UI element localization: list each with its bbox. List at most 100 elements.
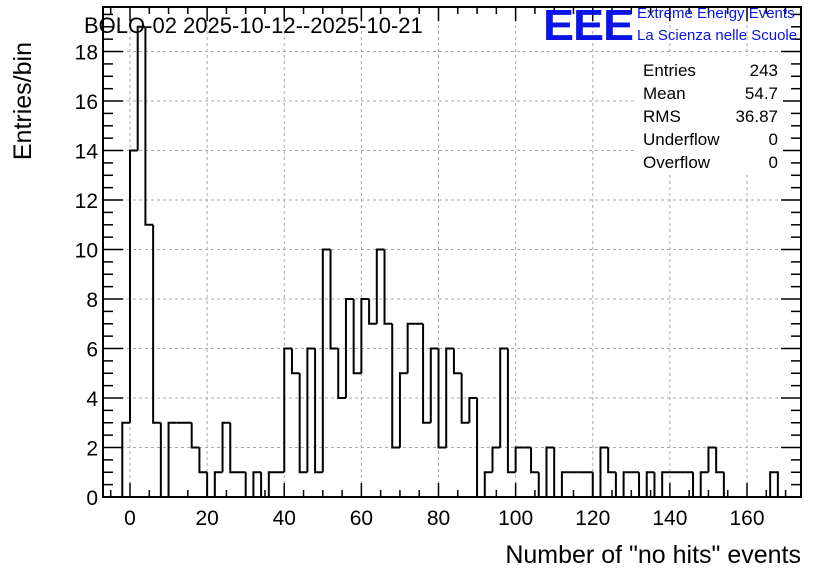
histogram-bin <box>306 347 316 473</box>
histogram-bin <box>591 472 601 498</box>
histogram-bin <box>653 472 663 498</box>
histogram-bin <box>375 248 385 324</box>
histogram-bin <box>491 446 501 473</box>
stats-overflow-label: Overflow <box>643 153 711 172</box>
histogram-bin <box>152 224 161 424</box>
histogram-bin <box>553 447 562 498</box>
stats-overflow-value: 0 <box>769 153 778 172</box>
stats-entries-value: 243 <box>750 61 778 80</box>
histogram-bin <box>190 422 200 449</box>
histogram-bin <box>622 471 632 497</box>
histogram-bin <box>530 447 539 474</box>
histogram-bin <box>206 472 215 498</box>
eee-logo-line1: Extreme Energy Events <box>637 5 795 22</box>
histogram-bin <box>638 472 647 498</box>
histogram-bin <box>506 348 516 474</box>
x-tick-label: 60 <box>350 507 373 530</box>
histogram-bin <box>159 422 169 498</box>
y-tick-label: 4 <box>86 388 98 411</box>
grid-lines <box>103 7 801 497</box>
x-axis-title: Number of "no hits" events <box>505 541 801 569</box>
histogram-bin <box>545 446 555 497</box>
histogram-bin <box>229 422 238 474</box>
histogram-bin <box>298 373 308 474</box>
y-axis-title: Entries/bin <box>9 42 37 160</box>
histogram-bin <box>136 25 146 151</box>
histogram-bin <box>252 471 262 497</box>
histogram-bin <box>344 298 354 399</box>
plot-frame <box>102 6 802 498</box>
histogram-bin <box>661 471 670 497</box>
histogram-bin <box>537 472 547 498</box>
y-tick-label: 12 <box>75 190 98 213</box>
histogram-bin <box>144 26 154 226</box>
histogram-bin <box>445 347 454 448</box>
histogram-bin <box>715 447 724 474</box>
histogram-bin <box>560 471 570 497</box>
histogram-bin <box>383 249 393 325</box>
histogram-bin <box>337 348 346 400</box>
histogram-bin <box>128 149 138 423</box>
y-axis-ticks: 0 2 4 6 8 10 12 14 16 18 <box>75 13 801 510</box>
stats-underflow-label: Underflow <box>643 130 720 149</box>
eee-logo: EEE Extreme Energy Events La Scienza nel… <box>543 1 797 50</box>
x-tick-label: 80 <box>427 507 450 530</box>
histogram-bin <box>437 348 447 449</box>
histogram-bin <box>692 472 701 498</box>
histogram-bin <box>244 472 254 498</box>
y-tick-label: 10 <box>75 240 98 263</box>
x-tick-label: 160 <box>729 507 764 530</box>
stats-box: Entries 243 Mean 54.7 RMS 36.87 Underflo… <box>637 56 783 174</box>
histogram-bin <box>321 248 331 473</box>
histogram-outline <box>121 25 779 498</box>
histogram-bin <box>707 446 717 473</box>
eee-logo-letters: EEE <box>543 1 633 50</box>
y-tick-label: 2 <box>86 438 98 461</box>
histogram-bin <box>360 298 370 374</box>
histogram-bin <box>290 348 300 375</box>
histogram-bin <box>607 447 616 474</box>
y-tick-label: 18 <box>75 42 98 65</box>
histogram-bin <box>422 323 431 424</box>
histogram-bin <box>614 472 624 498</box>
y-tick-label: 8 <box>86 289 98 312</box>
histogram-bin <box>699 471 709 497</box>
histogram-bin <box>499 347 508 448</box>
chart-title: BOLO-02 2025-10-12--2025-10-21 <box>84 13 423 38</box>
histogram-bin <box>167 421 177 497</box>
x-tick-label: 140 <box>652 507 687 530</box>
stats-rms-label: RMS <box>643 107 681 126</box>
histogram-bin <box>398 372 408 448</box>
histogram-bin <box>121 421 130 497</box>
eee-logo-line2: La Scienza nelle Scuole <box>637 27 797 44</box>
histogram-bin <box>645 471 655 497</box>
histogram-bin <box>283 347 292 473</box>
histogram-bin <box>452 348 462 375</box>
histogram-bin <box>221 421 231 473</box>
x-tick-label: 0 <box>124 507 136 530</box>
x-tick-label: 40 <box>273 507 296 530</box>
x-tick-label: 120 <box>575 507 610 530</box>
histogram-bin <box>406 322 416 374</box>
stats-underflow-value: 0 <box>769 130 778 149</box>
histogram-bin <box>267 471 277 497</box>
histogram-bin <box>483 471 493 497</box>
x-tick-label: 20 <box>195 507 218 530</box>
stats-box-background <box>637 56 783 174</box>
histogram-bin <box>368 299 377 325</box>
histogram-bin <box>352 299 362 375</box>
stats-mean-value: 54.7 <box>745 84 778 103</box>
histogram-bin <box>329 249 339 350</box>
histogram-bin <box>468 397 478 423</box>
x-tick-label: 100 <box>498 507 533 530</box>
histogram-bin <box>391 323 400 449</box>
y-tick-label: 14 <box>75 141 99 164</box>
histogram-bin <box>429 347 439 423</box>
y-tick-label: 16 <box>75 91 98 114</box>
y-tick-label: 6 <box>86 339 98 362</box>
histogram-bin <box>213 471 223 497</box>
stats-entries-label: Entries <box>643 61 696 80</box>
x-axis-ticks: 0 20 40 60 80 100 120 140 160 <box>109 7 787 530</box>
y-tick-label: 0 <box>86 487 98 510</box>
